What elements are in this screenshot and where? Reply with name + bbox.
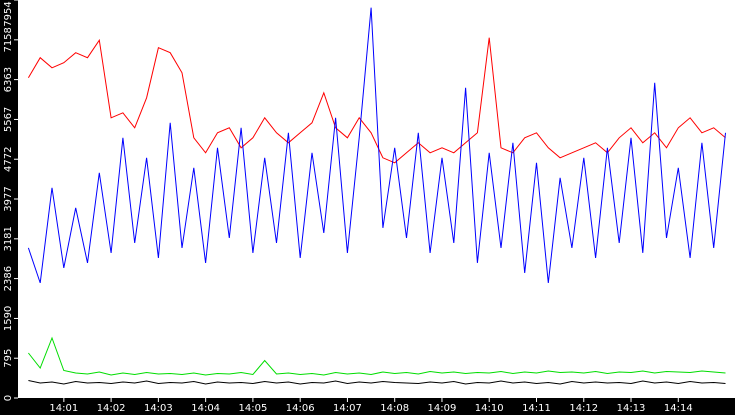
- x-tick-label: 14:05: [238, 403, 267, 414]
- x-tick-label: 14:08: [380, 403, 409, 414]
- y-tick-label: 3977: [3, 186, 14, 211]
- x-tick-label: 14:06: [286, 403, 315, 414]
- y-tick-label: 6363: [3, 67, 14, 92]
- y-tick-label: 1590: [3, 306, 14, 331]
- x-tick-label: 14:10: [475, 403, 504, 414]
- x-tick-label: 14:11: [522, 403, 551, 414]
- series-line: [27, 37, 726, 164]
- series-line: [27, 7, 726, 284]
- x-tick-label: 14:14: [664, 403, 693, 414]
- x-tick-label: 14:09: [428, 403, 457, 414]
- series-line: [28, 380, 726, 385]
- y-tick-label: 3181: [3, 226, 14, 251]
- y-tick-label: 7954: [3, 1, 14, 26]
- y-tick-label: 7158: [3, 27, 14, 52]
- x-tick-label: 14:02: [97, 403, 126, 414]
- x-tick-label: 14:03: [144, 403, 173, 414]
- y-tick-label: 5567: [3, 107, 14, 132]
- y-axis-strip: [0, 0, 18, 415]
- y-tick-label: 4772: [3, 146, 14, 171]
- x-tick-label: 14:04: [191, 403, 220, 414]
- x-tick-label: 14:13: [617, 403, 646, 414]
- x-tick-label: 14:12: [569, 403, 598, 414]
- x-tick-label: 14:07: [333, 403, 362, 414]
- y-tick-label: 0: [3, 395, 14, 401]
- x-tick-label: 14:01: [49, 403, 78, 414]
- series-line: [28, 336, 726, 376]
- y-tick-label: 2386: [3, 266, 14, 291]
- y-tick-label: 795: [3, 349, 14, 368]
- x-axis-strip: [0, 398, 735, 415]
